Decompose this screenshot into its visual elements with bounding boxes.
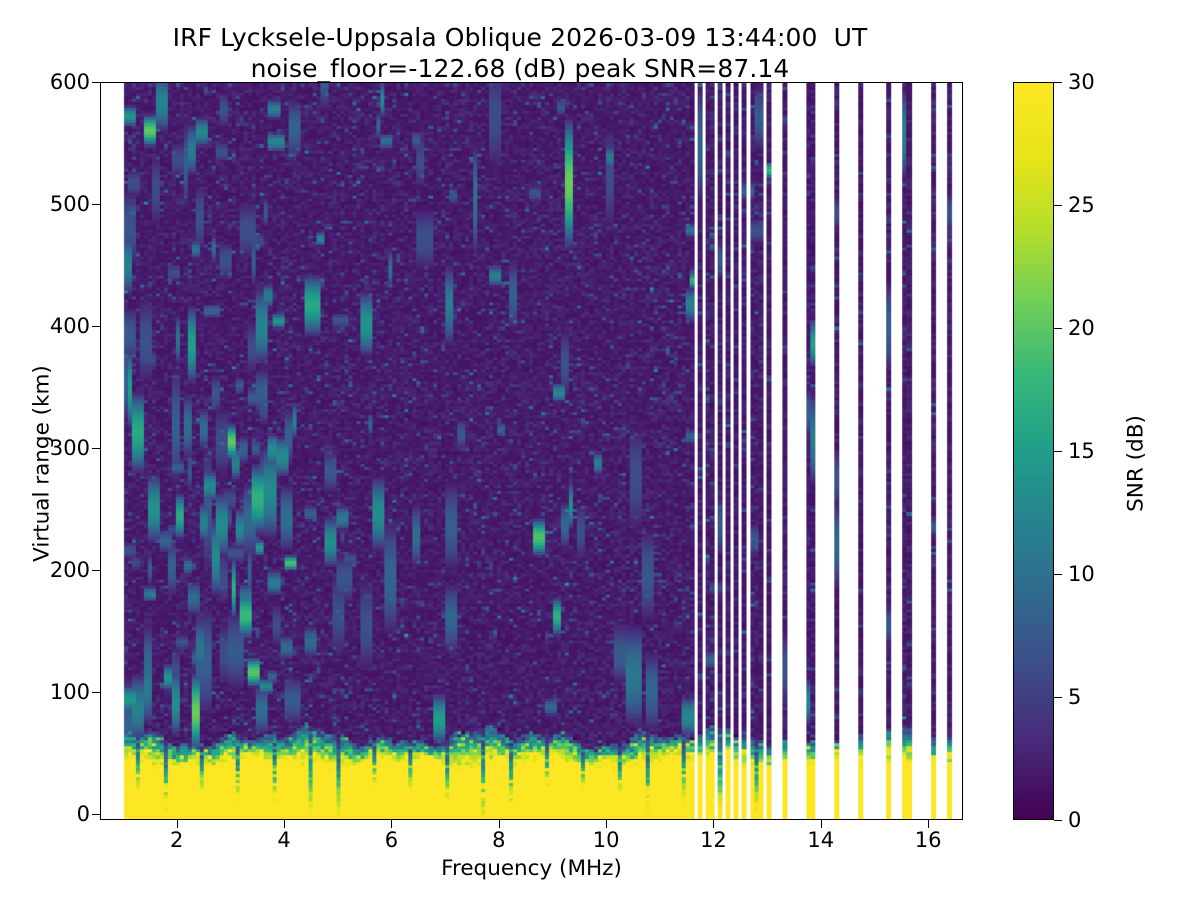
x-tick-mark: [391, 820, 393, 828]
y-tick-mark: [92, 82, 100, 83]
y-tick-label: 500: [49, 191, 90, 216]
colorbar: [1013, 82, 1054, 820]
colorbar-tick-label: 25: [1068, 193, 1095, 217]
x-tick-mark: [928, 820, 930, 828]
chart-title: IRF Lycksele-Uppsala Oblique 2026-03-09 …: [0, 22, 1040, 84]
x-tick-label: 6: [384, 828, 399, 852]
y-tick-label: 200: [49, 557, 90, 582]
x-tick-label: 2: [170, 828, 184, 852]
x-tick-label: 4: [277, 828, 291, 852]
x-tick-mark: [820, 820, 822, 828]
x-tick-mark: [606, 820, 608, 828]
y-tick-label: 300: [49, 435, 90, 460]
x-tick-mark: [713, 820, 715, 828]
colorbar-tick-mark: [1054, 328, 1062, 329]
y-tick-mark: [92, 569, 100, 571]
plot-area: [100, 82, 963, 820]
y-tick-mark: [92, 813, 100, 815]
colorbar-tick-label: 5: [1068, 685, 1082, 709]
x-tick-label: 10: [592, 828, 620, 852]
ionogram-heatmap: [101, 83, 962, 819]
colorbar-label: SNR (dB): [1123, 415, 1149, 512]
y-tick-label: 100: [49, 679, 90, 704]
colorbar-tick-label: 30: [1068, 70, 1095, 94]
y-tick-mark: [92, 203, 100, 205]
colorbar-tick-mark: [1054, 697, 1062, 698]
y-tick-mark: [92, 691, 100, 693]
x-tick-label: 8: [492, 828, 506, 852]
colorbar-tick-mark: [1054, 451, 1062, 452]
colorbar-tick-label: 20: [1068, 316, 1095, 340]
x-tick-label: 14: [807, 828, 835, 852]
colorbar-tick-mark: [1054, 205, 1062, 206]
y-tick-label: 600: [49, 70, 90, 94]
colorbar-tick-mark: [1054, 82, 1062, 83]
y-tick-label: 400: [49, 313, 90, 338]
x-tick-mark: [498, 820, 500, 828]
x-tick-label: 12: [700, 828, 727, 852]
y-tick-mark: [92, 447, 100, 449]
title-line-1: IRF Lycksele-Uppsala Oblique 2026-03-09 …: [172, 23, 868, 52]
y-tick-label: 0: [76, 801, 90, 826]
x-tick-mark: [284, 820, 286, 828]
colorbar-tick-mark: [1054, 820, 1062, 821]
title-line-2: noise_floor=-122.68 (dB) peak SNR=87.14: [250, 54, 790, 83]
x-tick-label: 16: [914, 828, 942, 852]
colorbar-tick-label: 15: [1068, 439, 1095, 463]
colorbar-tick-label: 10: [1068, 562, 1095, 586]
colorbar-gradient: [1014, 83, 1053, 819]
x-tick-mark: [176, 820, 178, 828]
colorbar-tick-mark: [1054, 574, 1062, 575]
colorbar-tick-label: 0: [1068, 808, 1082, 832]
y-tick-mark: [92, 325, 100, 327]
x-axis-label: Frequency (MHz): [441, 856, 622, 881]
